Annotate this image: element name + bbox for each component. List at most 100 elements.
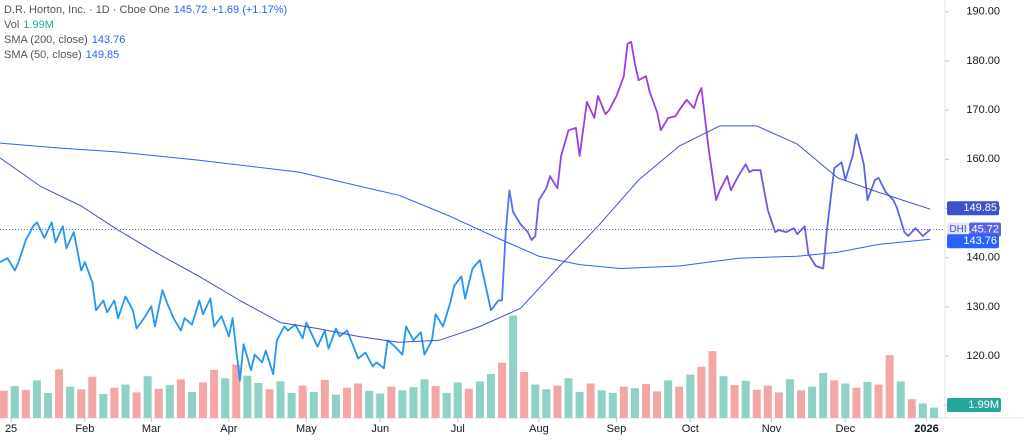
volume-bar bbox=[21, 389, 30, 418]
volume-bar bbox=[143, 376, 152, 418]
x-tick-label: Mar bbox=[142, 423, 161, 435]
symbol-badge: DHI bbox=[949, 224, 966, 235]
volume-bar bbox=[110, 387, 119, 418]
last-price: 145.72 bbox=[173, 4, 208, 16]
price-badge: 145.72 bbox=[965, 223, 999, 235]
volume-bar bbox=[918, 403, 927, 418]
volume-bar bbox=[121, 384, 130, 418]
volume-bar bbox=[863, 381, 872, 418]
volume-value: 1.99M bbox=[23, 19, 54, 31]
volume-bar bbox=[43, 392, 52, 418]
legend-row: SMA (50, close) 149.85 bbox=[4, 48, 287, 63]
volume-bar bbox=[187, 391, 196, 418]
symbol-badge-bg bbox=[947, 222, 969, 237]
x-tick-label: Oct bbox=[682, 423, 699, 435]
volume-bar bbox=[10, 386, 19, 418]
x-tick-label: Apr bbox=[220, 423, 237, 435]
volume-bar bbox=[99, 393, 108, 418]
volume-bar bbox=[221, 378, 230, 418]
x-tick-label: Jun bbox=[371, 423, 389, 435]
volume-bar bbox=[741, 380, 750, 418]
sma-value: 149.85 bbox=[85, 49, 120, 61]
volume-bar bbox=[841, 383, 850, 418]
volume-bar bbox=[575, 391, 584, 418]
volume-bar bbox=[254, 382, 263, 418]
volume-bar bbox=[774, 392, 783, 418]
volume-bar bbox=[763, 385, 772, 418]
volume-bar bbox=[475, 381, 484, 418]
volume-bar bbox=[664, 380, 673, 418]
x-tick-label: 2026 bbox=[914, 423, 938, 435]
sma200-badge-bg bbox=[947, 234, 999, 249]
sma-name: SMA (50, close) bbox=[4, 49, 82, 61]
volume-bar bbox=[907, 399, 916, 418]
volume-bar bbox=[32, 380, 41, 418]
volume-bar bbox=[232, 364, 241, 418]
x-tick-label: May bbox=[296, 423, 317, 435]
volume-badge: 1.99M bbox=[968, 399, 999, 411]
volume-bar bbox=[531, 384, 540, 418]
y-tick-label: 130.00 bbox=[966, 301, 1000, 313]
volume-bar bbox=[520, 372, 529, 418]
volume-bar bbox=[785, 379, 794, 418]
volume-bar bbox=[88, 376, 97, 418]
y-tick-label: 190.00 bbox=[966, 6, 1000, 18]
sma200-badge: 143.76 bbox=[963, 235, 997, 247]
volume-bar bbox=[553, 385, 562, 418]
volume-bar bbox=[675, 386, 684, 418]
volume-bar bbox=[66, 386, 75, 418]
volume-bar bbox=[77, 389, 86, 418]
volume-bar bbox=[365, 390, 374, 418]
volume-bar bbox=[752, 389, 761, 418]
volume-bar bbox=[320, 379, 329, 418]
symbol-name: D.R. Horton, Inc. · 1D · Cboe One bbox=[4, 4, 170, 16]
price-line bbox=[0, 40, 931, 382]
sma-name: SMA (200, close) bbox=[4, 34, 88, 46]
volume-bar bbox=[564, 378, 573, 418]
volume-bar bbox=[852, 387, 861, 418]
volume-bar bbox=[708, 351, 717, 418]
price-badge-bg bbox=[969, 222, 1001, 237]
volume-bar bbox=[641, 384, 650, 418]
volume-bar bbox=[165, 385, 174, 418]
volume-bar bbox=[243, 375, 252, 418]
sma-line bbox=[0, 142, 931, 269]
volume-bar bbox=[442, 392, 451, 418]
volume-bar bbox=[342, 387, 351, 418]
sma50-badge-bg bbox=[947, 201, 999, 216]
volume-bar bbox=[929, 407, 938, 418]
volume-bar bbox=[210, 369, 219, 418]
x-tick-label: 25 bbox=[5, 423, 17, 435]
volume-bar bbox=[298, 385, 307, 418]
legend-row: SMA (200, close) 143.76 bbox=[4, 33, 287, 48]
volume-bar bbox=[542, 389, 551, 418]
volume-bar bbox=[176, 379, 185, 418]
price-change: +1.69 (+1.17%) bbox=[211, 4, 288, 16]
legend-row: D.R. Horton, Inc. · 1D · Cboe One 145.72 +… bbox=[4, 3, 287, 18]
volume-bar bbox=[498, 362, 507, 418]
volume-bar bbox=[597, 390, 606, 418]
volume-bar bbox=[509, 315, 518, 418]
y-tick-label: 120.00 bbox=[966, 350, 1000, 362]
x-tick-label: Dec bbox=[836, 423, 856, 435]
sma50-badge: 149.85 bbox=[963, 202, 997, 214]
x-tick-label: Jul bbox=[451, 423, 465, 435]
volume-bar bbox=[619, 386, 628, 418]
volume-bar bbox=[132, 392, 141, 418]
volume-bar bbox=[719, 376, 728, 418]
y-tick-label: 180.00 bbox=[966, 55, 1000, 67]
volume-bar bbox=[797, 390, 806, 418]
volume-bar bbox=[653, 391, 662, 418]
x-tick-label: Nov bbox=[762, 423, 782, 435]
volume-bar bbox=[608, 392, 617, 418]
volume-bar bbox=[265, 389, 274, 418]
legend: D.R. Horton, Inc. · 1D · Cboe One 145.72 +… bbox=[4, 3, 287, 63]
x-tick-label: Sep bbox=[607, 423, 627, 435]
volume-bar bbox=[409, 387, 418, 418]
legend-row: Vol 1.99M bbox=[4, 18, 287, 33]
volume-bar bbox=[730, 385, 739, 418]
volume-badge-bg bbox=[947, 398, 1001, 412]
volume-bar bbox=[309, 391, 318, 418]
